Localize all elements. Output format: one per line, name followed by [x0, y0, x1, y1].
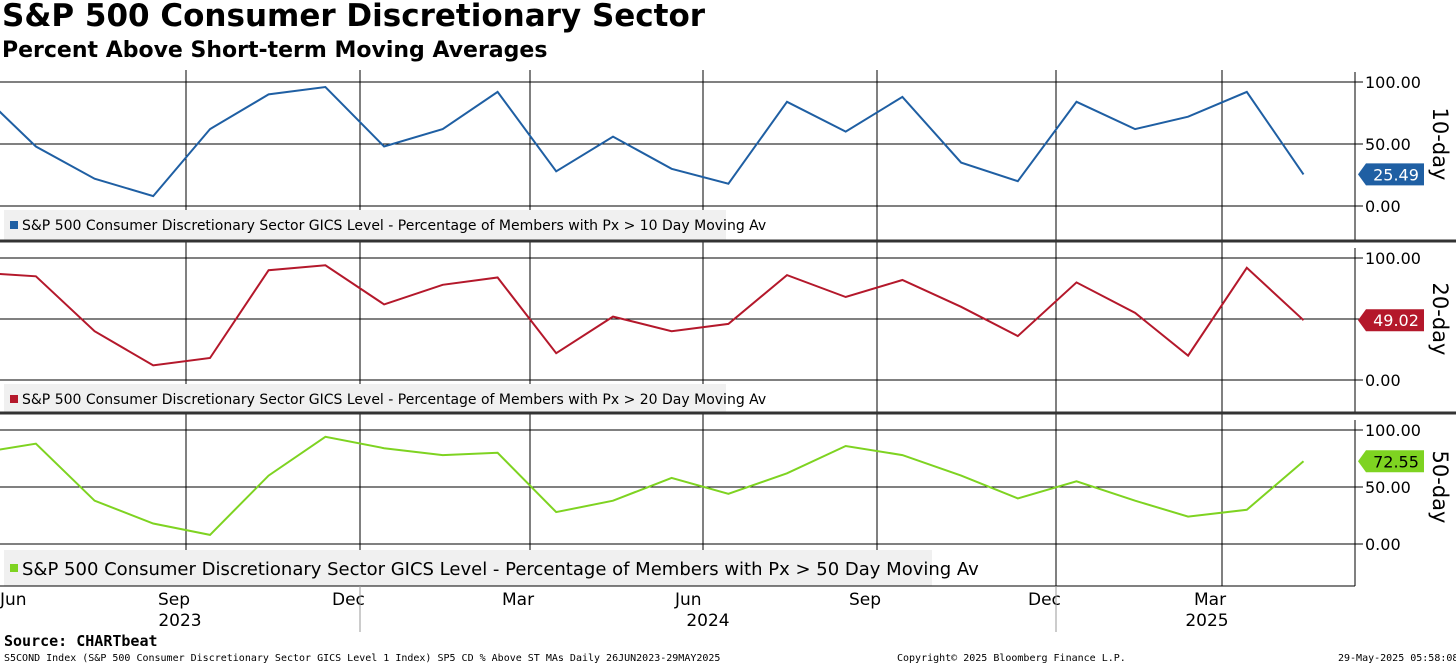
x-tick-label: Jun — [0, 590, 27, 610]
x-year-label: 2025 — [1185, 611, 1228, 631]
timestamp: 29-May-2025 05:58:08 — [1338, 653, 1456, 664]
copyright: Copyright© 2025 Bloomberg Finance L.P. — [897, 653, 1126, 664]
source-label: Source: CHARTbeat — [4, 632, 158, 650]
y-tick-label: 100.00 — [1365, 249, 1421, 268]
x-tick-label: Sep — [849, 590, 881, 610]
x-tick-label: Dec — [332, 590, 365, 610]
legend-box — [4, 550, 932, 586]
y-axis-label: 20-day — [1428, 283, 1452, 356]
x-tick-label: Sep — [158, 590, 190, 610]
chart-subtitle: Percent Above Short-term Moving Averages — [2, 38, 548, 63]
series-line-50-day — [0, 435, 1305, 536]
legend-swatch — [10, 221, 18, 229]
last-value-badge — [1358, 309, 1424, 332]
series-line-20-day — [0, 264, 1305, 367]
legend-swatch — [10, 395, 18, 403]
legend-label: S&P 500 Consumer Discretionary Sector GI… — [22, 392, 766, 408]
y-axis-label: 50-day — [1428, 451, 1452, 524]
y-tick-label: 50.00 — [1365, 478, 1411, 497]
legend-box — [4, 384, 726, 414]
y-tick-label: 100.00 — [1365, 421, 1421, 440]
x-tick-label: Mar — [502, 590, 534, 610]
last-value-label: 25.49 — [1373, 165, 1419, 184]
y-axis-label: 10-day — [1428, 108, 1452, 181]
x-tick-label: Dec — [1028, 590, 1061, 610]
last-value-label: 72.55 — [1373, 452, 1419, 471]
legend-label: S&P 500 Consumer Discretionary Sector GI… — [22, 559, 979, 580]
legend-label: S&P 500 Consumer Discretionary Sector GI… — [22, 218, 766, 234]
x-year-label: 2024 — [686, 611, 729, 631]
x-year-label: 2023 — [158, 611, 201, 631]
legend-box — [4, 210, 726, 240]
index-info: S5COND Index (S&P 500 Consumer Discretio… — [4, 653, 721, 664]
y-tick-label: 0.00 — [1365, 535, 1401, 554]
chart-title: S&P 500 Consumer Discretionary Sector — [2, 0, 706, 34]
series-line-10-day — [0, 85, 1305, 198]
y-tick-label: 0.00 — [1365, 197, 1401, 216]
y-tick-label: 0.00 — [1365, 371, 1401, 390]
y-tick-label: 50.00 — [1365, 135, 1411, 154]
last-value-label: 49.02 — [1373, 311, 1419, 330]
x-tick-label: Jun — [674, 590, 702, 610]
y-tick-label: 100.00 — [1365, 73, 1421, 92]
last-value-badge — [1358, 163, 1424, 186]
legend-swatch — [10, 564, 18, 572]
last-value-badge — [1358, 450, 1424, 473]
x-tick-label: Mar — [1194, 590, 1226, 610]
